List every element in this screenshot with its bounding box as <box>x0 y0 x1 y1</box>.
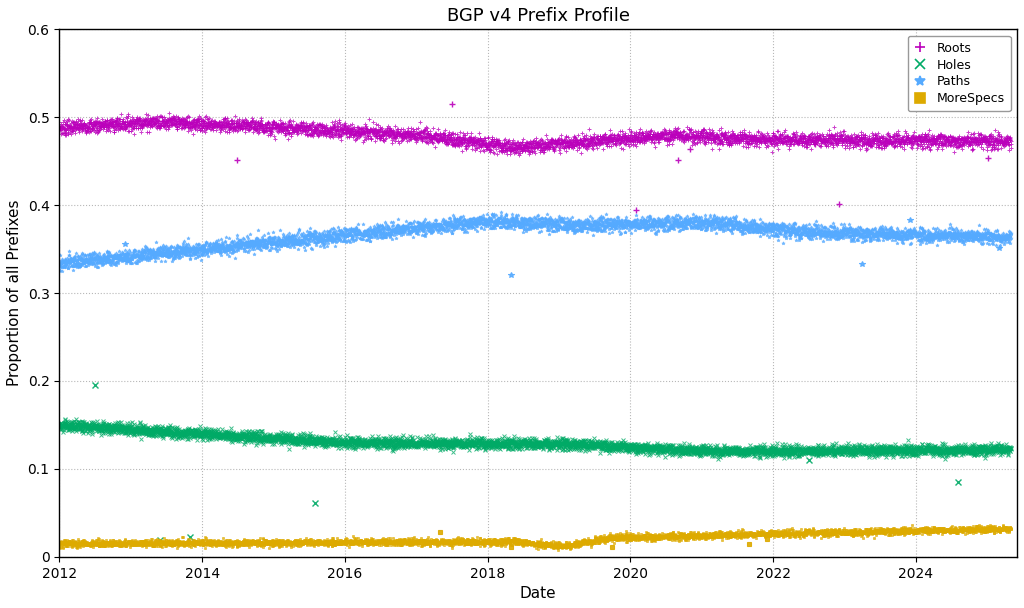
Legend: Roots, Holes, Paths, MoreSpecs: Roots, Holes, Paths, MoreSpecs <box>907 35 1011 111</box>
Y-axis label: Proportion of all Prefixes: Proportion of all Prefixes <box>7 200 22 386</box>
Title: BGP v4 Prefix Profile: BGP v4 Prefix Profile <box>446 7 630 25</box>
X-axis label: Date: Date <box>520 586 556 601</box>
